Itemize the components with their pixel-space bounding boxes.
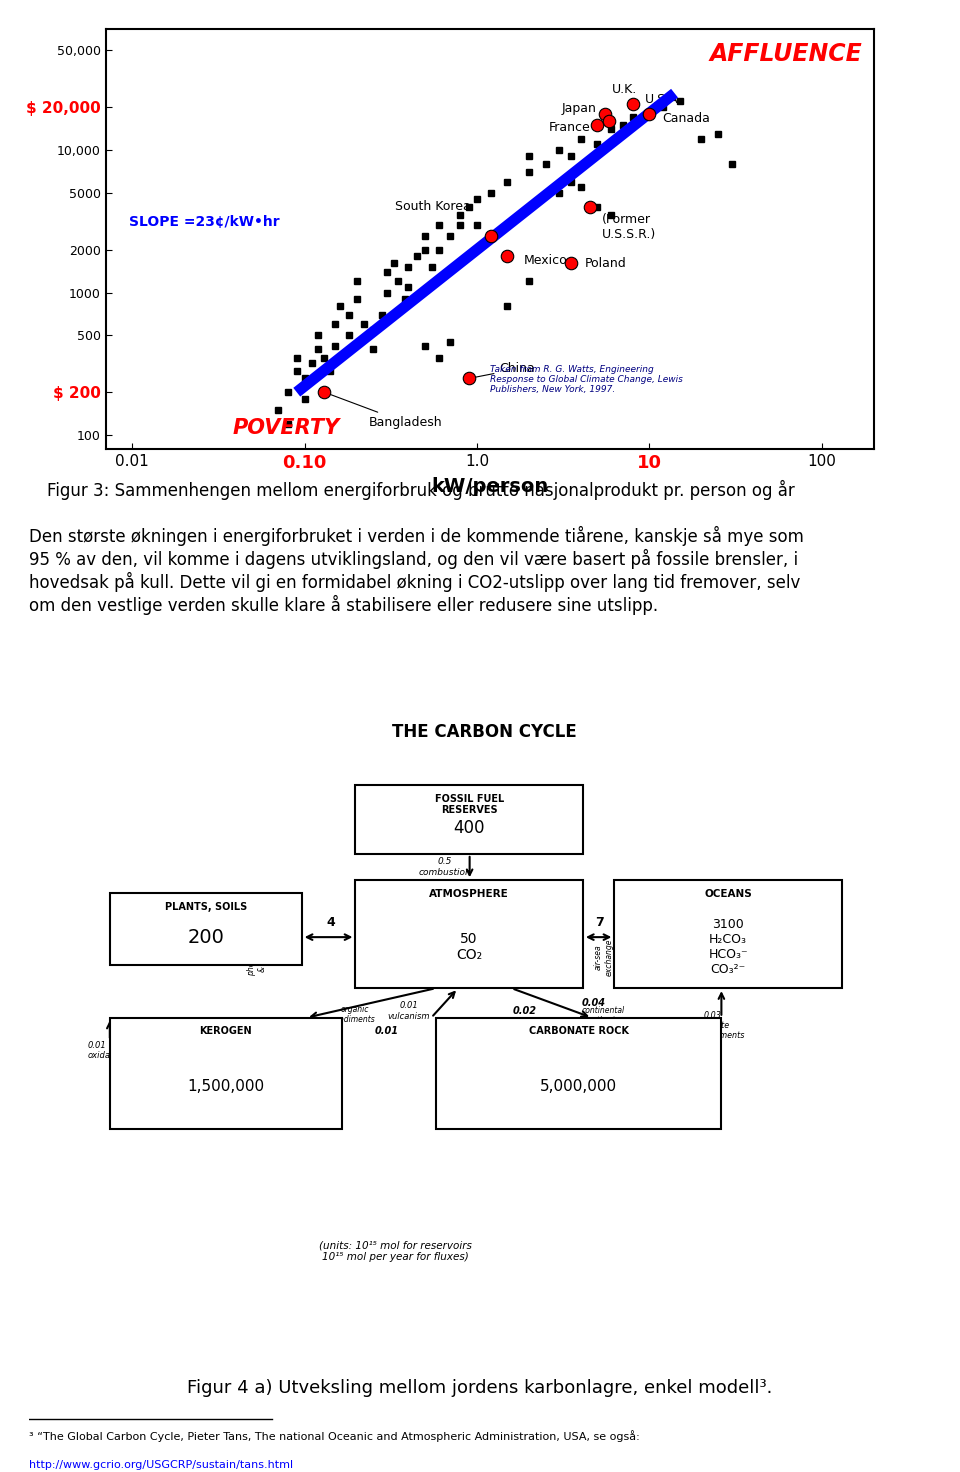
FancyBboxPatch shape — [355, 785, 583, 854]
Text: 0.02: 0.02 — [513, 1007, 537, 1016]
Text: Japan: Japan — [562, 102, 596, 115]
Text: Den største økningen i energiforbruket i verden i de kommende tiårene, kanskje s: Den største økningen i energiforbruket i… — [29, 526, 804, 615]
Text: 1,500,000: 1,500,000 — [187, 1079, 264, 1094]
Text: air-sea
exchange: air-sea exchange — [594, 938, 613, 976]
Text: Canada: Canada — [661, 112, 709, 125]
Text: Figur 4 a) Utveksling mellom jordens karbonlagre, enkel modell³.: Figur 4 a) Utveksling mellom jordens kar… — [187, 1379, 773, 1397]
Text: 0.01: 0.01 — [374, 1026, 398, 1036]
Text: 0.5
combustion: 0.5 combustion — [419, 857, 471, 877]
Text: Poland: Poland — [585, 258, 626, 269]
Text: THE CARBON CYCLE: THE CARBON CYCLE — [393, 723, 577, 740]
Text: (units: 10¹⁵ mol for reservoirs
10¹⁵ mol per year for fluxes): (units: 10¹⁵ mol for reservoirs 10¹⁵ mol… — [319, 1241, 472, 1262]
Text: 50
CO₂: 50 CO₂ — [456, 932, 482, 963]
Text: KEROGEN: KEROGEN — [200, 1026, 252, 1036]
Text: 4: 4 — [326, 916, 336, 929]
FancyBboxPatch shape — [109, 1017, 342, 1129]
Text: 200: 200 — [187, 929, 225, 948]
Text: (Former
U.S.S.R.): (Former U.S.S.R.) — [602, 213, 657, 241]
Text: South Korea: South Korea — [396, 200, 471, 213]
Text: AFFLUENCE: AFFLUENCE — [709, 43, 862, 66]
Text: Mexico: Mexico — [524, 255, 567, 266]
Text: photosynthesis
& respiration: photosynthesis & respiration — [248, 919, 267, 976]
X-axis label: kW/person: kW/person — [431, 477, 548, 496]
Text: 400: 400 — [453, 818, 485, 836]
Text: China: China — [472, 362, 536, 378]
Text: Taken from R. G. Watts, Engineering
Response to Global Climate Change, Lewis
Pub: Taken from R. G. Watts, Engineering Resp… — [490, 365, 683, 394]
Text: U.S.A.: U.S.A. — [645, 93, 683, 106]
Text: ATMOSPHERE: ATMOSPHERE — [429, 889, 509, 899]
Text: 7: 7 — [594, 916, 604, 929]
Text: 0.01
oxidation: 0.01 oxidation — [87, 1041, 127, 1060]
Text: 0.04: 0.04 — [581, 998, 605, 1008]
Text: SLOPE =23¢/kW•hr: SLOPE =23¢/kW•hr — [129, 215, 279, 230]
Text: U.K.: U.K. — [612, 84, 637, 96]
Text: POVERTY: POVERTY — [232, 418, 340, 439]
Text: France: France — [548, 121, 590, 134]
Text: 5,000,000: 5,000,000 — [540, 1079, 617, 1094]
Text: OCEANS: OCEANS — [705, 889, 752, 899]
Text: ³ “The Global Carbon Cycle, Pieter Tans, The national Oceanic and Atmospheric Ad: ³ “The Global Carbon Cycle, Pieter Tans,… — [29, 1431, 639, 1443]
Text: 0.03
calcite
sediments: 0.03 calcite sediments — [704, 1011, 745, 1041]
Text: 3100
H₂CO₃
HCO₃⁻
CO₃²⁻: 3100 H₂CO₃ HCO₃⁻ CO₃²⁻ — [708, 919, 748, 976]
FancyBboxPatch shape — [436, 1017, 721, 1129]
FancyBboxPatch shape — [355, 880, 583, 988]
Text: 0.01
vulcanism: 0.01 vulcanism — [388, 1001, 430, 1022]
Text: Figur 3: Sammenhengen mellom energiforbruk og brutto nasjonalprodukt pr. person : Figur 3: Sammenhengen mellom energiforbr… — [47, 480, 795, 500]
Text: PLANTS, SOILS: PLANTS, SOILS — [165, 902, 247, 911]
FancyBboxPatch shape — [614, 880, 842, 988]
Text: CARBONATE ROCK: CARBONATE ROCK — [529, 1026, 629, 1036]
Text: organic
sediments: organic sediments — [335, 1005, 375, 1025]
Text: http://www.gcrio.org/USGCRP/sustain/tans.html: http://www.gcrio.org/USGCRP/sustain/tans… — [29, 1460, 293, 1471]
Text: continental
weathering: continental weathering — [581, 1005, 624, 1026]
FancyBboxPatch shape — [109, 894, 301, 966]
Text: FOSSIL FUEL
RESERVES: FOSSIL FUEL RESERVES — [435, 793, 504, 815]
Text: 0.02: 0.02 — [610, 1026, 634, 1036]
Text: Bangladesh: Bangladesh — [327, 393, 442, 428]
